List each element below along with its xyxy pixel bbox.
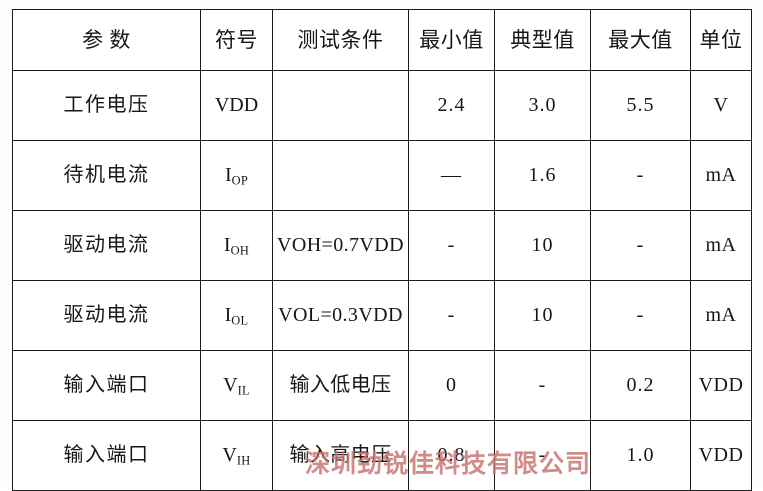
cell-unit: VDD <box>690 350 752 421</box>
symbol-subscript: IH <box>236 453 251 468</box>
column-header-typical: 典型值 <box>494 9 591 71</box>
cell-min: 0 <box>408 350 495 421</box>
cell-min: — <box>408 140 495 211</box>
cell-min: 2.4 <box>408 70 495 141</box>
symbol-subscript: OH <box>230 243 250 258</box>
symbol-base: I <box>223 233 231 256</box>
cell-parameter: 驱动电流 <box>12 210 201 281</box>
column-header-symbol: 符号 <box>200 9 273 71</box>
cell-typical: 1.6 <box>494 140 591 211</box>
cell-test-condition <box>272 140 409 211</box>
cell-max: 5.5 <box>590 70 691 141</box>
cell-unit: mA <box>690 140 752 211</box>
cell-max: - <box>590 280 691 351</box>
cell-typical: - <box>494 350 591 421</box>
cell-max: 1.0 <box>590 420 691 491</box>
cell-unit: VDD <box>690 420 752 491</box>
symbol-base: V <box>223 373 238 396</box>
cell-test-condition <box>272 70 409 141</box>
cell-typical: 3.0 <box>494 70 591 141</box>
header-row: 参 数 符号 测试条件 最小值 典型值 最大值 单位 <box>12 9 752 71</box>
table-row: 工作电压 VDD 2.4 3.0 5.5 V <box>12 70 752 141</box>
table-row: 输入端口 VIL 输入低电压 0 - 0.2 VDD <box>12 350 752 421</box>
cell-unit: mA <box>690 280 752 351</box>
cell-parameter: 输入端口 <box>12 420 201 491</box>
cell-min: - <box>408 210 495 281</box>
symbol-subscript: IL <box>237 383 250 398</box>
cell-test-condition: VOH=0.7VDD <box>272 210 409 281</box>
column-header-max: 最大值 <box>590 9 691 71</box>
cell-symbol: IOH <box>200 210 273 281</box>
column-header-parameter: 参 数 <box>12 9 201 71</box>
cell-test-condition: 输入低电压 <box>272 350 409 421</box>
cell-parameter: 输入端口 <box>12 350 201 421</box>
cell-test-condition: 输入高电压 <box>272 420 409 491</box>
column-header-test-condition: 测试条件 <box>272 9 409 71</box>
symbol-base: I <box>224 303 232 326</box>
cell-symbol: IOP <box>200 140 273 211</box>
table-body: 工作电压 VDD 2.4 3.0 5.5 V 待机电流 IOP — 1.6 - … <box>12 70 752 491</box>
cell-symbol: IOL <box>200 280 273 351</box>
cell-min: 0.8 <box>408 420 495 491</box>
table-row: 待机电流 IOP — 1.6 - mA <box>12 140 752 211</box>
table-header: 参 数 符号 测试条件 最小值 典型值 最大值 单位 <box>12 9 752 71</box>
cell-symbol: VIH <box>200 420 273 491</box>
symbol-base: VDD <box>214 93 259 116</box>
table-row: 驱动电流 IOH VOH=0.7VDD - 10 - mA <box>12 210 752 281</box>
symbol-base: V <box>222 443 237 466</box>
cell-unit: mA <box>690 210 752 281</box>
cell-min: - <box>408 280 495 351</box>
table-row: 驱动电流 IOL VOL=0.3VDD - 10 - mA <box>12 280 752 351</box>
cell-parameter: 待机电流 <box>12 140 201 211</box>
cell-max: - <box>590 140 691 211</box>
cell-parameter: 工作电压 <box>12 70 201 141</box>
column-header-min: 最小值 <box>408 9 495 71</box>
cell-typical: 10 <box>494 280 591 351</box>
cell-symbol: VDD <box>200 70 273 141</box>
symbol-subscript: OP <box>231 173 249 188</box>
cell-max: 0.2 <box>590 350 691 421</box>
cell-parameter: 驱动电流 <box>12 280 201 351</box>
electrical-characteristics-table: 参 数 符号 测试条件 最小值 典型值 最大值 单位 工作电压 VDD 2.4 … <box>12 9 752 491</box>
symbol-subscript: OL <box>231 313 249 328</box>
cell-test-condition: VOL=0.3VDD <box>272 280 409 351</box>
cell-unit: V <box>690 70 752 141</box>
cell-typical: 10 <box>494 210 591 281</box>
column-header-unit: 单位 <box>690 9 752 71</box>
cell-max: - <box>590 210 691 281</box>
table-row: 输入端口 VIH 输入高电压 0.8 - 1.0 VDD <box>12 420 752 491</box>
symbol-base: I <box>224 163 232 186</box>
cell-typical: - <box>494 420 591 491</box>
cell-symbol: VIL <box>200 350 273 421</box>
